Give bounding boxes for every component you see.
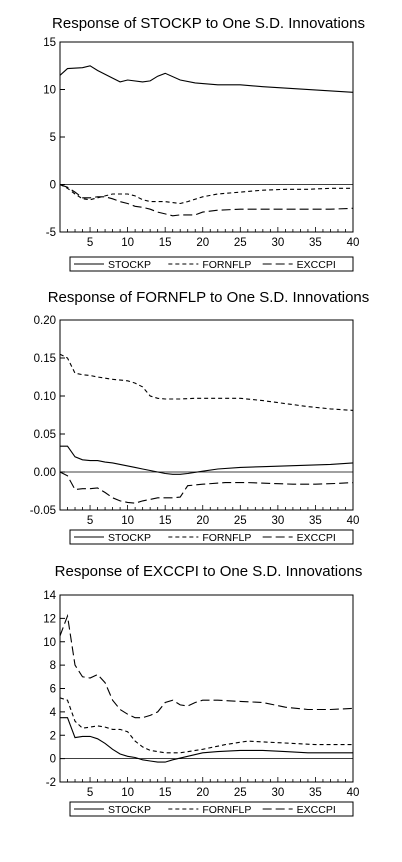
y-tick-label: 0.20 [34, 315, 56, 327]
plot-frame [59, 594, 354, 783]
x-tick-label: 20 [196, 237, 209, 249]
series-line-stockp [59, 65, 354, 93]
series-line-fornflp [59, 697, 353, 754]
y-tick-label: 0.00 [34, 467, 56, 479]
x-tick-label: 35 [309, 237, 322, 249]
x-tick-label: 30 [271, 515, 284, 527]
plot-frame [59, 319, 354, 511]
series-line-exccpi [59, 471, 354, 504]
y-tick-label: 15 [43, 37, 56, 49]
y-tick-label: 4 [50, 707, 57, 719]
series-line-fornflp [59, 353, 354, 411]
x-tick-label: 20 [196, 515, 209, 527]
legend-label-exccpi: EXCCPI [297, 804, 336, 816]
series-line-stockp [60, 717, 353, 763]
legend-label-fornflp: FORNFLP [202, 804, 251, 816]
y-tick-label: 14 [43, 590, 56, 602]
legend-label-fornflp: FORNFLP [202, 532, 251, 544]
legend-label-fornflp: FORNFLP [202, 259, 251, 271]
y-tick-label: 2 [50, 730, 56, 742]
series-line-exccpi [59, 183, 354, 217]
y-tick-label: 0.05 [34, 429, 56, 441]
series-line-fornflp [59, 184, 353, 205]
chart-3: Response of EXCCPI to One S.D. Innovatio… [43, 563, 363, 817]
legend-label-exccpi: EXCCPI [297, 259, 336, 271]
chart-2: Response of FORNFLP to One S.D. Innovati… [30, 289, 370, 545]
y-tick-label: 0.15 [34, 353, 56, 365]
legend-box [69, 529, 354, 545]
legend-label-exccpi: EXCCPI [297, 532, 336, 544]
legend-label-stockp: STOCKP [108, 804, 151, 816]
x-tick-label: 40 [347, 515, 360, 527]
y-tick-label: 6 [50, 684, 56, 696]
x-tick-label: 5 [87, 237, 93, 249]
x-tick-label: 10 [121, 515, 134, 527]
x-tick-label: 5 [87, 515, 93, 527]
chart-title: Response of FORNFLP to One S.D. Innovati… [48, 289, 370, 306]
legend-label-stockp: STOCKP [108, 259, 151, 271]
x-tick-label: 10 [121, 787, 134, 799]
legend-label-stockp: STOCKP [108, 532, 151, 544]
y-tick-label: 12 [43, 613, 56, 625]
x-tick-label: 30 [271, 787, 284, 799]
x-tick-label: 15 [159, 515, 172, 527]
y-tick-label: 0 [50, 754, 56, 766]
y-tick-label: 10 [43, 85, 56, 97]
legend-box [69, 256, 354, 272]
x-tick-label: 10 [121, 237, 134, 249]
x-tick-label: 40 [347, 237, 360, 249]
x-tick-label: 15 [159, 237, 172, 249]
x-tick-label: 5 [87, 787, 93, 799]
plot-frame [59, 41, 354, 233]
y-tick-label: 8 [50, 660, 56, 672]
y-tick-label: -2 [46, 777, 56, 789]
x-tick-label: 25 [234, 515, 247, 527]
chart-1: Response of STOCKP to One S.D. Innovatio… [43, 15, 365, 272]
y-tick-label: -5 [46, 227, 56, 239]
series-line-stockp [60, 445, 354, 475]
y-tick-label: 0.10 [34, 391, 56, 403]
x-tick-label: 35 [309, 515, 322, 527]
x-tick-label: 25 [234, 237, 247, 249]
x-tick-label: 15 [159, 787, 172, 799]
legend-box [69, 801, 354, 817]
x-tick-label: 25 [234, 787, 247, 799]
y-tick-label: 0 [50, 180, 56, 192]
y-tick-label: -0.05 [30, 505, 56, 517]
chart-title: Response of STOCKP to One S.D. Innovatio… [52, 15, 365, 32]
x-tick-label: 35 [309, 787, 322, 799]
y-tick-label: 10 [43, 637, 56, 649]
series-line-exccpi [59, 613, 354, 719]
x-tick-label: 40 [347, 787, 360, 799]
x-tick-label: 30 [271, 237, 284, 249]
y-tick-label: 5 [50, 132, 56, 144]
chart-title: Response of EXCCPI to One S.D. Innovatio… [55, 563, 363, 580]
x-tick-label: 20 [196, 787, 209, 799]
